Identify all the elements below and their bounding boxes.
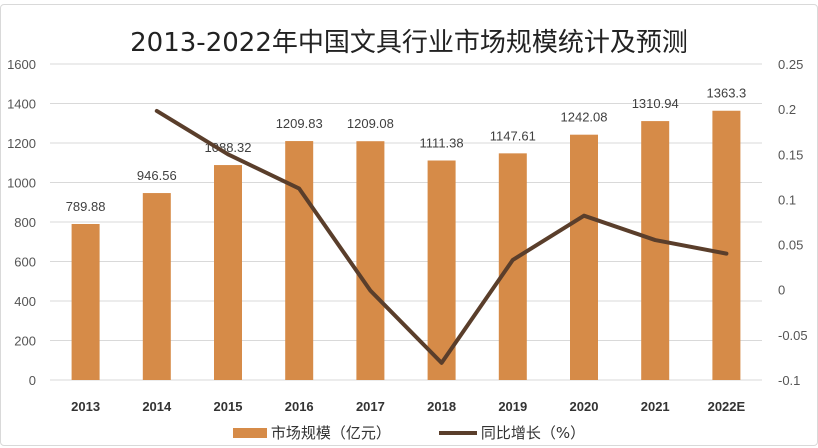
bar	[427, 160, 456, 380]
right-axis-tick: 0.15	[778, 147, 803, 162]
growth-line	[154, 108, 729, 365]
x-axis-tick: 2014	[142, 399, 172, 414]
bar	[285, 141, 314, 380]
right-axis-tick: 0.2	[778, 102, 796, 117]
x-axis-tick: 2019	[498, 399, 527, 414]
bar	[142, 193, 171, 380]
bar-value-label: 1209.83	[276, 116, 323, 131]
bar	[498, 153, 527, 380]
x-axis-tick: 2015	[214, 399, 243, 414]
bar-value-label: 1111.38	[420, 136, 464, 151]
line-swatch-icon	[438, 430, 477, 435]
x-axis-tick: 2013	[71, 399, 100, 414]
bar-value-label: 946.56	[137, 168, 177, 183]
left-axis-tick: 200	[14, 334, 36, 349]
left-axis-tick: 0	[29, 373, 36, 388]
right-axis-tick: 0	[778, 283, 785, 298]
legend-item-growth: 同比增长（%）	[438, 422, 586, 443]
right-axis-tick: 0.25	[778, 57, 803, 72]
right-axis-tick: 0.1	[778, 192, 796, 207]
chart-title: 2013-2022年中国文具行业市场规模统计及预测	[130, 28, 688, 58]
left-axis-tick: 1000	[7, 176, 36, 191]
x-axis-tick: 2018	[427, 399, 456, 414]
bar	[214, 165, 242, 380]
bar-value-label: 1147.61	[490, 128, 536, 143]
x-axis-tick: 2017	[356, 399, 385, 414]
bar-value-label: 789.88	[66, 199, 106, 214]
bar	[712, 110, 741, 380]
left-axis-tick: 1400	[7, 97, 36, 112]
left-axis-tick: 800	[14, 215, 36, 230]
left-axis-tick: 400	[14, 294, 36, 309]
legend-item-market-size: 市场规模（亿元）	[232, 422, 391, 443]
bar-value-label: 1242.08	[561, 110, 608, 125]
bar-swatch-icon	[232, 427, 267, 438]
bar	[71, 223, 100, 380]
right-axis-tick: -0.05	[778, 328, 808, 343]
chart-frame	[0, 4, 818, 446]
x-axis-tick: 2016	[285, 399, 314, 414]
left-axis-tick: 1200	[7, 136, 36, 151]
bar	[356, 141, 385, 380]
legend-label-market-size: 市场规模（亿元）	[270, 424, 391, 442]
bar-value-label: 1363.3	[707, 86, 747, 101]
bar	[570, 134, 598, 380]
x-axis-tick: 2020	[570, 399, 599, 414]
legend-label-growth: 同比增长（%）	[480, 424, 586, 442]
left-axis-tick: 1600	[7, 57, 36, 72]
legend: 市场规模（亿元） 同比增长（%）	[0, 422, 818, 443]
x-axis-tick: 2021	[641, 399, 670, 414]
bar-value-label: 1310.94	[632, 96, 679, 111]
left-axis-tick: 600	[14, 255, 36, 270]
right-axis-tick: 0.05	[778, 238, 803, 253]
x-axis-tick: 2022E	[708, 399, 746, 414]
bar	[641, 121, 670, 380]
right-axis-tick: -0.1	[778, 373, 800, 388]
bar-value-label: 1088.32	[205, 140, 252, 155]
bar-value-label: 1209.08	[347, 116, 394, 131]
